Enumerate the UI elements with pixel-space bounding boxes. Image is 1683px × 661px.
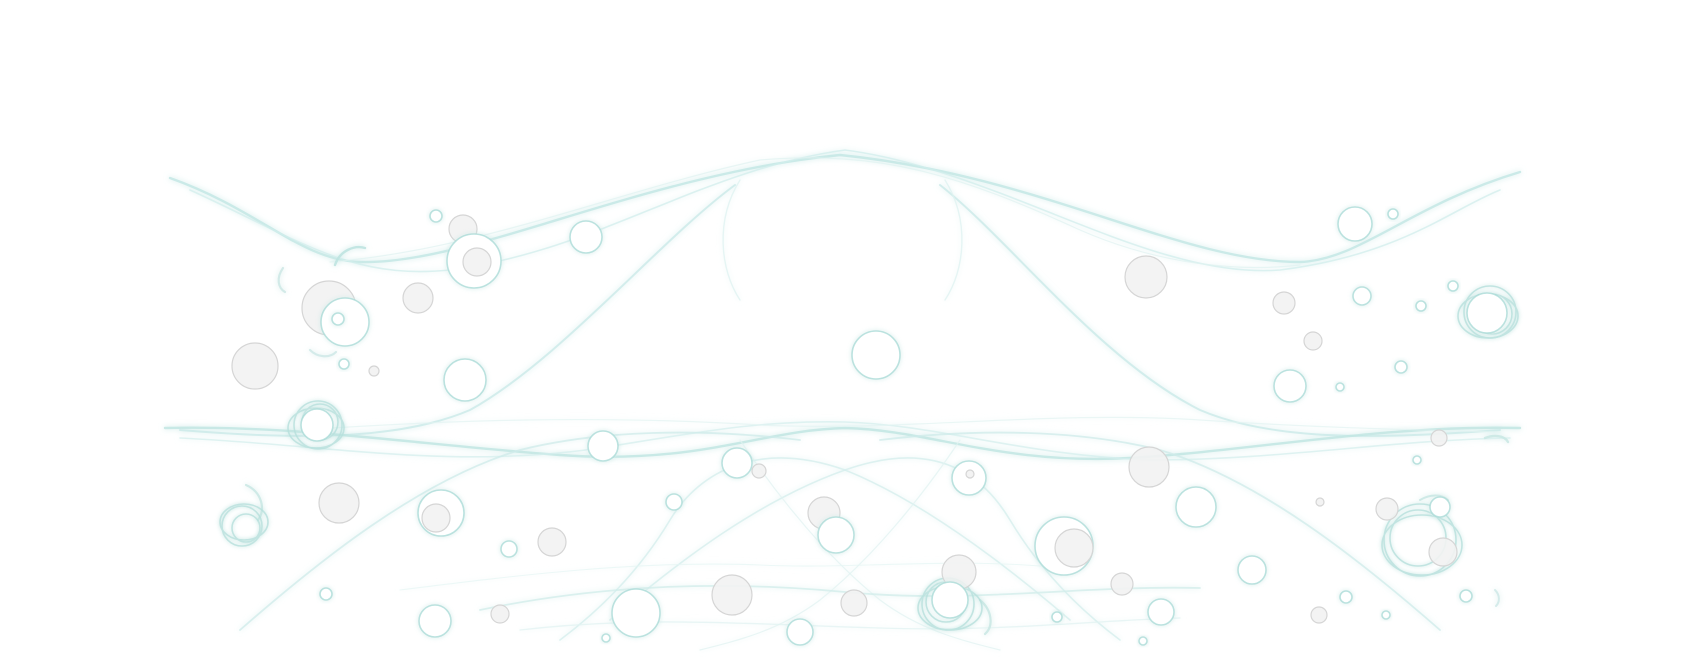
- grey-bubble: [402, 282, 434, 314]
- grey-bubble: [1124, 255, 1168, 299]
- grey-bubble: [1315, 497, 1325, 507]
- top-arc-curve-2: [189, 149, 1501, 273]
- grey-bubble: [1375, 497, 1399, 521]
- glow-bubble: [601, 633, 611, 643]
- grey-bubble: [318, 482, 360, 524]
- cross-curve-b: [559, 457, 1071, 641]
- glow-bubble: [300, 408, 334, 442]
- grey-bubble: [711, 574, 753, 616]
- glow-bubble: [1459, 589, 1473, 603]
- grey-bubble: [1128, 446, 1170, 488]
- glow-bubble: [500, 540, 518, 558]
- glow-bubble: [587, 430, 619, 462]
- glow-bubble: [319, 587, 333, 601]
- grey-bubble: [368, 365, 380, 377]
- grey-bubble: [1428, 537, 1458, 567]
- glow-bubble: [665, 493, 683, 511]
- spiral-cluster-lower-left: [219, 503, 269, 547]
- glow-bubble: [1335, 382, 1345, 392]
- inner-arch-left: [722, 179, 741, 301]
- grey-bubble: [490, 604, 510, 624]
- grey-bubble: [1430, 429, 1448, 447]
- glow-bubble: [1138, 636, 1148, 646]
- swirl-hook-left-top: [333, 246, 367, 267]
- glow-bubble: [817, 516, 855, 554]
- grey-bubble: [462, 247, 492, 277]
- bottom-wave-curve: [479, 584, 1201, 611]
- spiral-clusters: [219, 285, 1519, 631]
- glow-bubble: [851, 330, 901, 380]
- grey-bubble: [1272, 291, 1296, 315]
- glow-bubble: [338, 358, 350, 370]
- glow-bubble: [1147, 598, 1175, 626]
- cross-curve-a: [609, 457, 1121, 641]
- glow-bubble: [1429, 496, 1451, 518]
- swirl-hook-right-mid: [1483, 434, 1510, 444]
- cross-curve-c: [739, 439, 1001, 651]
- glow-bubble: [1394, 360, 1408, 374]
- swirl-hook-left-bottom: [308, 348, 338, 358]
- grey-bubble: [1310, 606, 1328, 624]
- glow-bubble: [1415, 300, 1427, 312]
- grey-bubble: [421, 503, 451, 533]
- lower-left-rising-curve: [239, 431, 801, 631]
- grey-bubble: [1303, 331, 1323, 351]
- swirl-hook-right-bottom: [1494, 589, 1500, 607]
- grey-bubble: [537, 527, 567, 557]
- middle-wave-curve: [163, 426, 1522, 461]
- glow-bubble: [331, 312, 345, 326]
- glow-bubble: [721, 447, 753, 479]
- swirl-hook-center-bottom: [978, 598, 992, 636]
- inner-arch-right: [944, 179, 963, 301]
- grey-bubble: [1110, 572, 1134, 596]
- grey-bubble: [231, 342, 279, 390]
- glow-bubble: [569, 220, 603, 254]
- glow-bubble: [786, 618, 814, 646]
- glow-bubble: [429, 209, 443, 223]
- glow-bubble: [1337, 206, 1373, 242]
- glow-bubble: [1387, 208, 1399, 220]
- glow-bubble: [1051, 611, 1063, 623]
- glow-bubble: [443, 358, 487, 402]
- glow-bubble: [1352, 286, 1372, 306]
- glow-bubble: [1175, 486, 1217, 528]
- bubbles: [231, 206, 1508, 646]
- glow-bubble: [1339, 590, 1353, 604]
- grey-bubble: [751, 463, 767, 479]
- glow-bubble: [1237, 555, 1267, 585]
- glow-bubble: [418, 604, 452, 638]
- cross-curve-d: [699, 439, 961, 651]
- top-arc-curve-3: [329, 157, 1301, 269]
- glow-bubble: [1466, 292, 1508, 334]
- flowing-curves: [163, 149, 1522, 651]
- glow-bubble: [611, 588, 661, 638]
- swirl-hook-left-small: [277, 266, 287, 294]
- middle-wave-curve-3: [299, 416, 1501, 433]
- middle-wave-curve-2: [179, 420, 1511, 461]
- grey-bubble: [965, 469, 975, 479]
- grey-bubble: [1054, 528, 1094, 568]
- grey-bubble: [840, 589, 868, 617]
- glow-bubble: [320, 297, 370, 347]
- glow-bubble: [931, 581, 969, 619]
- glow-bubble: [1447, 280, 1459, 292]
- glow-bubble: [1273, 369, 1307, 403]
- glow-bubble: [1381, 610, 1391, 620]
- glow-bubble: [1412, 455, 1422, 465]
- top-arc-curve: [168, 153, 1522, 264]
- right-descending-curve: [939, 184, 1501, 437]
